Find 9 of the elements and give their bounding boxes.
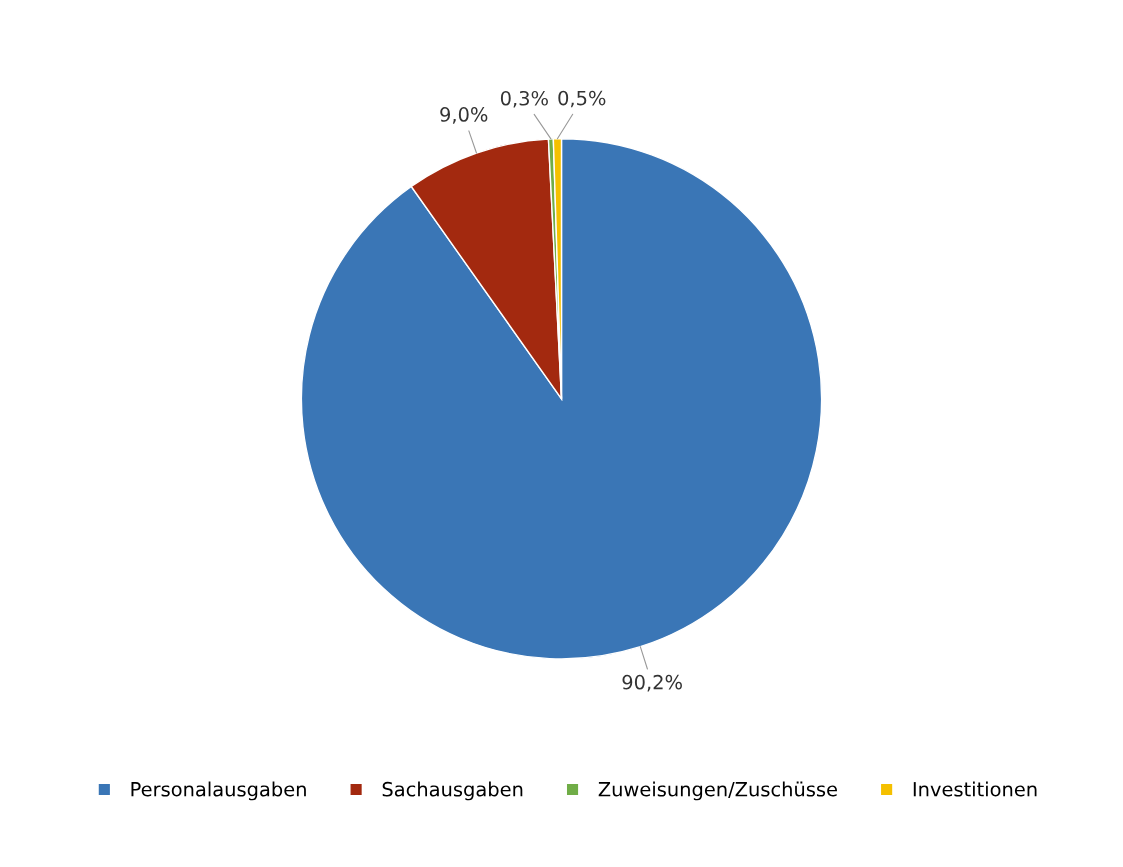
data-label: 0,3%	[500, 90, 548, 108]
data-label: 9,0%	[440, 107, 488, 124]
legend-label: Sachausgaben	[382, 781, 523, 801]
legend-label: Investitionen	[913, 781, 1037, 797]
legend-label: Personalausgaben	[131, 781, 306, 801]
pie-slice	[300, 138, 823, 660]
data-label: 0,5%	[558, 90, 606, 108]
legend-label: Zuweisungen/Zuschüsse	[598, 781, 837, 801]
data-label: 90,2%	[622, 674, 682, 692]
